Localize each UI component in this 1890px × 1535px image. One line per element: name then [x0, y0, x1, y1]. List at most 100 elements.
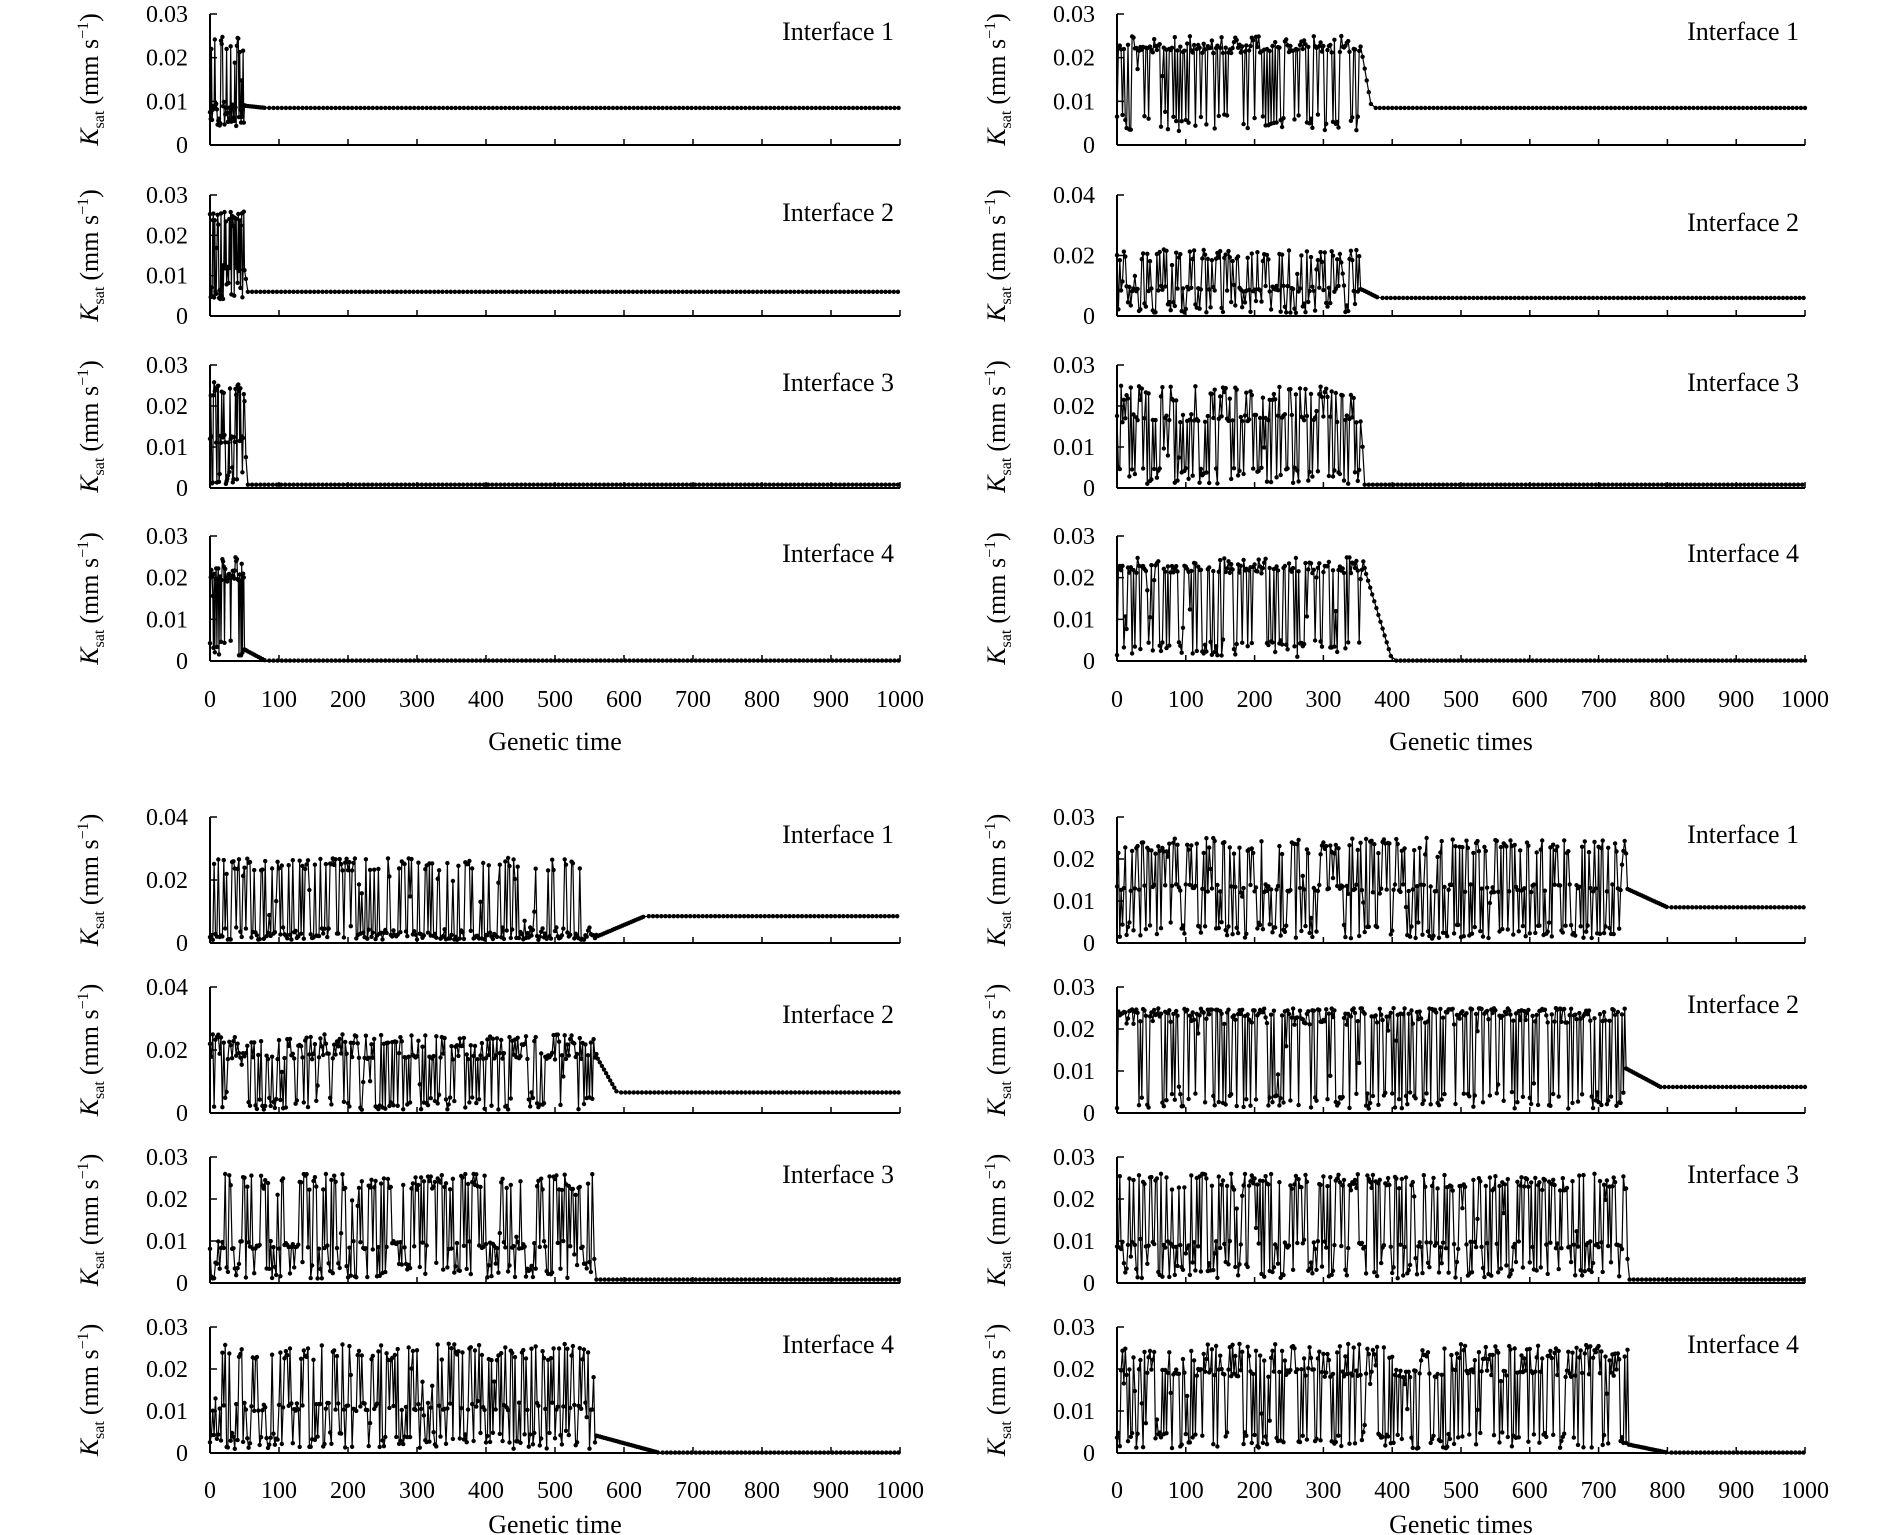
data-point: [706, 1090, 711, 1095]
data-point: [593, 482, 598, 487]
data-point: [349, 1054, 355, 1060]
data-point: [891, 289, 896, 294]
data-point: [541, 1101, 547, 1106]
data-point: [726, 105, 732, 111]
data-point: [1802, 105, 1808, 111]
data-point: [1308, 116, 1314, 121]
data-point: [1358, 419, 1363, 424]
data-point: [1190, 1260, 1195, 1265]
y-axis-title: Ksat(mm s−1): [75, 1154, 108, 1288]
data-point: [1329, 249, 1334, 254]
data-point: [452, 1270, 457, 1275]
data-point: [1332, 851, 1337, 856]
data-point: [336, 289, 342, 294]
data-point: [416, 1402, 421, 1407]
data-point: [1231, 282, 1237, 288]
data-point: [1681, 905, 1687, 910]
data-point: [1765, 1084, 1771, 1090]
data-point: [1394, 658, 1399, 663]
data-point: [1388, 1010, 1394, 1015]
data-point: [246, 1100, 251, 1105]
data-point: [1240, 894, 1245, 899]
data-point: [830, 105, 835, 111]
data-point: [1662, 658, 1667, 663]
data-point: [1740, 105, 1746, 111]
y-axis-title: Ksat(mm s−1): [982, 1154, 1015, 1288]
data-point: [290, 858, 295, 863]
data-point: [1606, 482, 1611, 487]
data-point: [351, 1239, 356, 1244]
data-point: [1193, 883, 1198, 888]
data-point: [832, 914, 838, 919]
data-point: [1296, 113, 1301, 118]
data-point: [875, 105, 881, 111]
y-axis-unit-exponent: −1: [75, 22, 92, 39]
data-point: [218, 1035, 224, 1040]
data-point: [544, 105, 549, 111]
data-point: [499, 105, 504, 111]
data-point: [216, 1032, 221, 1037]
data-point: [1154, 1176, 1160, 1181]
data-point: [1800, 482, 1805, 487]
data-point: [1544, 1013, 1549, 1018]
data-point: [1767, 482, 1772, 487]
data-point: [689, 1090, 694, 1095]
data-point: [221, 262, 226, 268]
data-point: [1358, 576, 1363, 582]
data-point: [1340, 271, 1345, 276]
data-point: [1496, 1082, 1501, 1087]
data-point: [795, 914, 801, 919]
data-point: [1303, 386, 1308, 392]
data-point: [398, 1240, 403, 1245]
data-point: [1453, 1101, 1458, 1107]
y-axis-unit: (mm s: [75, 1179, 104, 1245]
data-point: [1391, 482, 1396, 487]
data-point: [1260, 258, 1266, 264]
data-point: [227, 469, 232, 475]
data-point: [1567, 658, 1572, 663]
data-point: [1757, 1084, 1762, 1090]
data-point: [813, 658, 818, 663]
data-point: [792, 482, 797, 487]
data-point: [304, 1354, 309, 1360]
data-point: [816, 914, 821, 919]
data-point: [1724, 658, 1729, 663]
data-point: [1208, 45, 1213, 50]
data-point: [1245, 644, 1250, 649]
data-point: [348, 1372, 353, 1378]
y-axis-unit-exponent: −1: [982, 22, 999, 39]
data-point: [436, 289, 441, 294]
data-point: [486, 105, 491, 111]
data-point: [579, 1056, 584, 1062]
data-point: [1178, 888, 1183, 893]
data-point: [349, 289, 354, 294]
data-point: [494, 105, 500, 111]
data-point: [612, 1085, 617, 1090]
data-point: [482, 1407, 487, 1413]
data-point: [356, 1185, 362, 1191]
data-point: [1753, 658, 1758, 663]
data-point: [730, 105, 736, 111]
data-point: [223, 440, 228, 445]
data-point: [1237, 1262, 1242, 1267]
data-point: [1568, 1006, 1574, 1011]
x-axis-title: Genetic time: [488, 1510, 622, 1535]
data-point: [1442, 1091, 1447, 1097]
data-point: [1732, 658, 1738, 663]
data-point: [1143, 1013, 1149, 1018]
data-point: [402, 861, 407, 867]
data-point: [1431, 105, 1436, 111]
data-point: [267, 105, 272, 111]
y-axis-subscript: sat: [91, 1081, 108, 1099]
data-point: [1314, 575, 1319, 580]
data-point: [1286, 1011, 1292, 1017]
data-point: [1456, 658, 1461, 663]
data-point: [1160, 1100, 1165, 1105]
data-point: [1479, 886, 1484, 891]
data-point: [1268, 479, 1274, 485]
data-point: [1584, 929, 1589, 934]
data-point: [592, 1440, 598, 1445]
data-point: [1447, 105, 1453, 111]
data-point: [1227, 1238, 1233, 1244]
